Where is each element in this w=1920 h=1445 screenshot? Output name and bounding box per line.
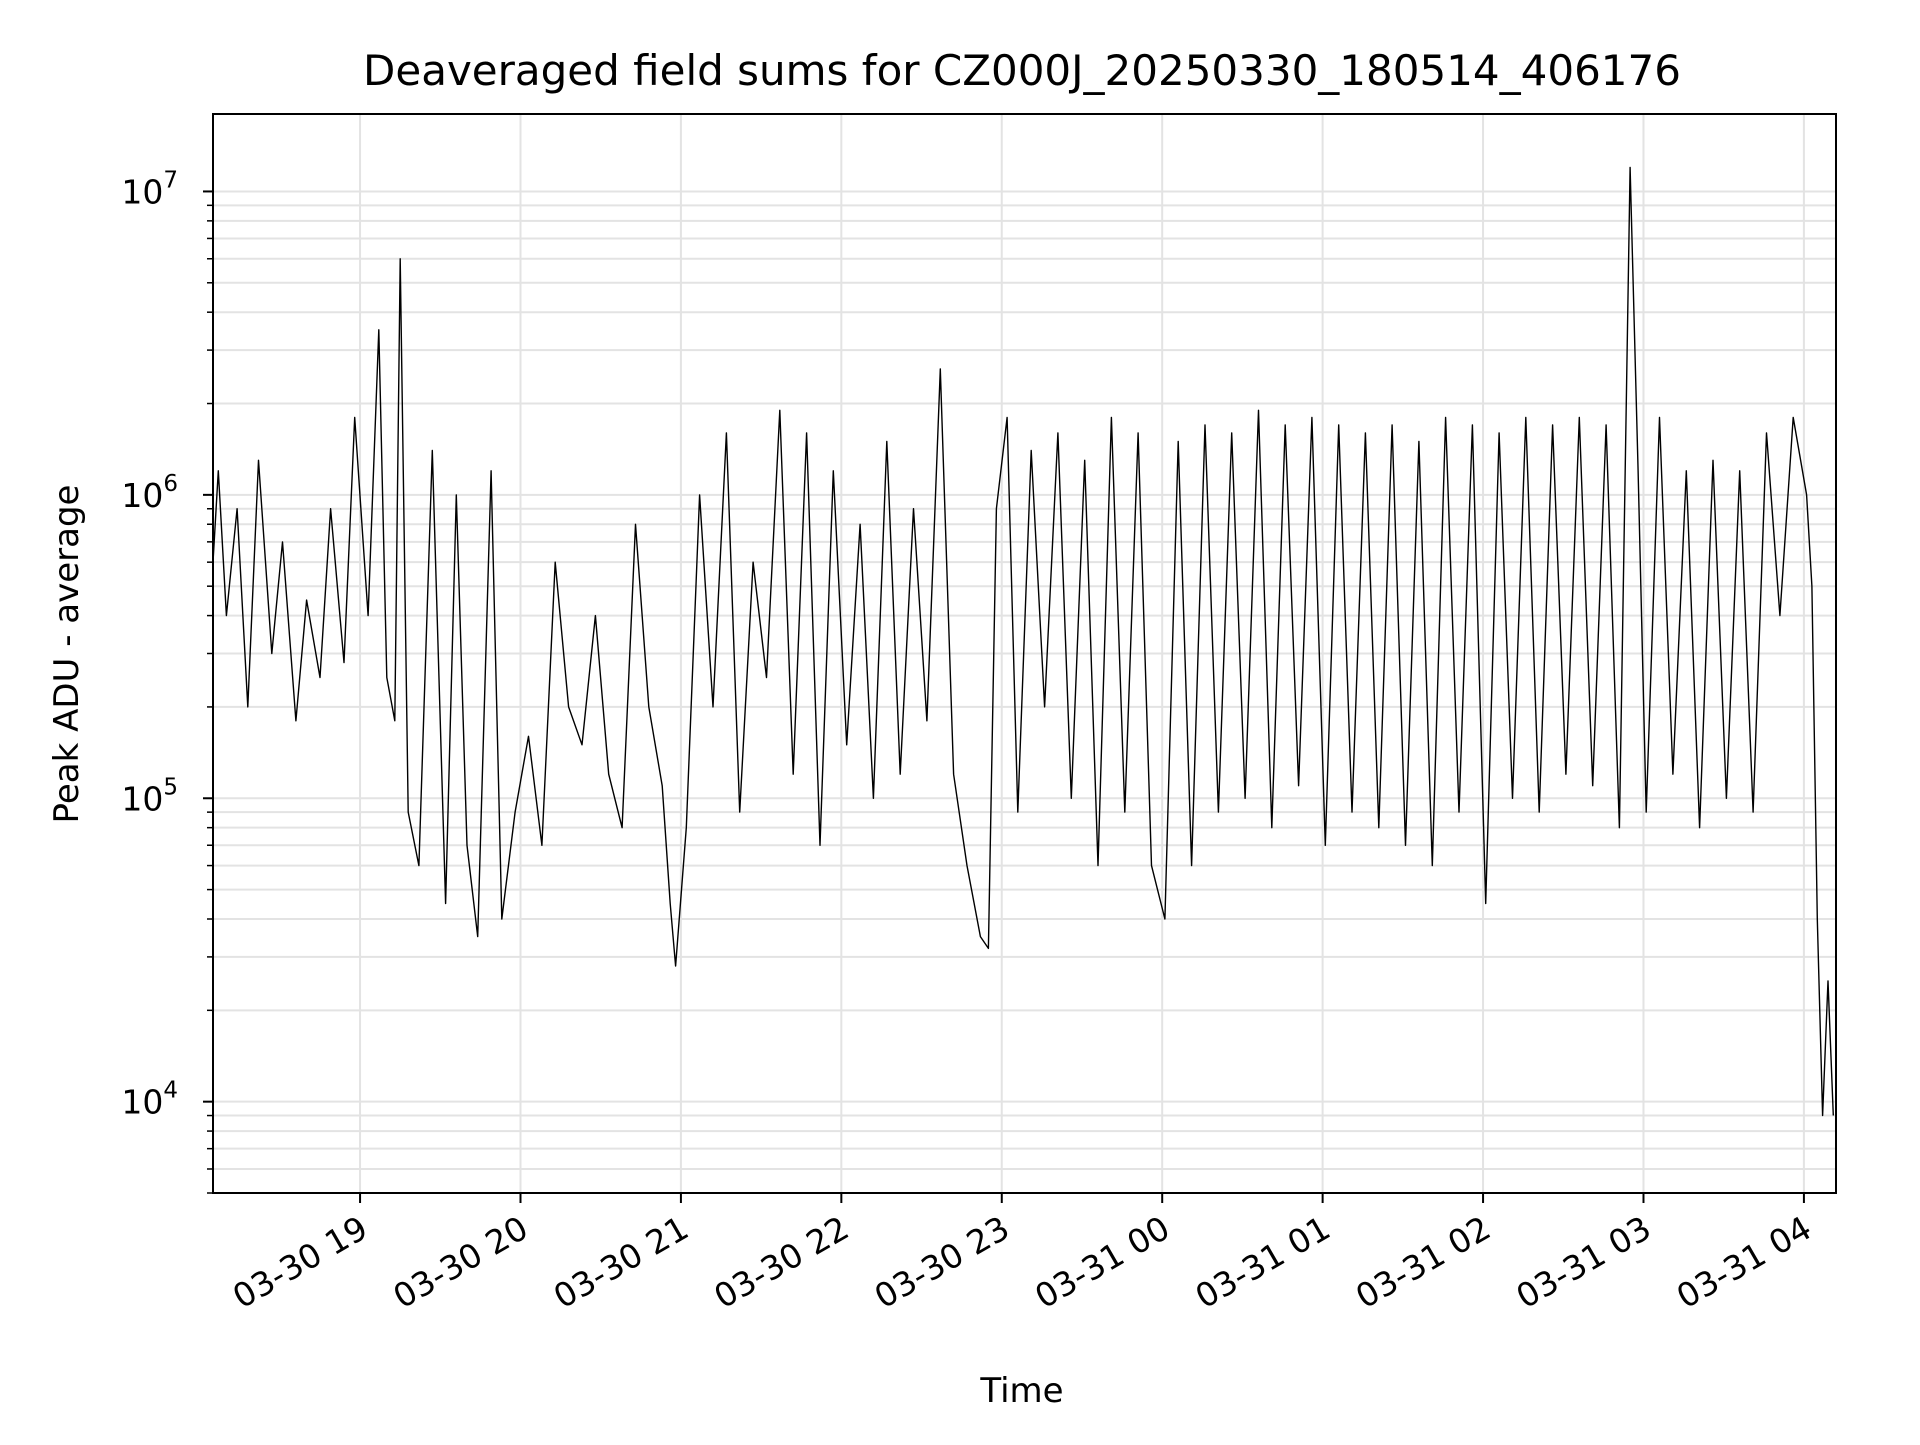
series-layer bbox=[212, 166, 1834, 1117]
x-tick-label: 03-31 04 bbox=[1670, 1208, 1818, 1316]
x-tick-label: 03-30 19 bbox=[226, 1208, 374, 1316]
y-tick-label: 107 bbox=[121, 167, 178, 211]
x-axis-label: Time bbox=[979, 1371, 1063, 1411]
y-tick-label: 106 bbox=[121, 471, 178, 515]
y-tick-label: 105 bbox=[121, 774, 178, 818]
x-tick-label: 03-31 00 bbox=[1028, 1208, 1176, 1316]
x-tick-label: 03-30 23 bbox=[868, 1208, 1016, 1316]
x-axis-ticks: 03-30 19 03-30 20 03-30 21 03-30 22 03-30 23… bbox=[226, 1193, 1818, 1316]
x-tick-label: 03-31 01 bbox=[1189, 1208, 1337, 1316]
series-line bbox=[212, 166, 1834, 1117]
y-axis-ticks: 104 105 106 107 bbox=[121, 167, 213, 1194]
y-tick-label: 104 bbox=[121, 1078, 178, 1122]
x-tick-label: 03-30 20 bbox=[386, 1208, 534, 1316]
minor-gridlines bbox=[213, 204, 1836, 1194]
chart-title: Deaveraged field sums for CZ000J_2025033… bbox=[363, 46, 1681, 95]
x-tick-label: 03-30 22 bbox=[707, 1208, 855, 1316]
major-gridlines bbox=[213, 114, 1836, 1193]
x-tick-label: 03-30 21 bbox=[547, 1208, 695, 1316]
y-axis-label: Peak ADU - average bbox=[47, 485, 87, 824]
x-tick-label: 03-31 03 bbox=[1509, 1208, 1657, 1316]
x-tick-label: 03-31 02 bbox=[1349, 1208, 1497, 1316]
